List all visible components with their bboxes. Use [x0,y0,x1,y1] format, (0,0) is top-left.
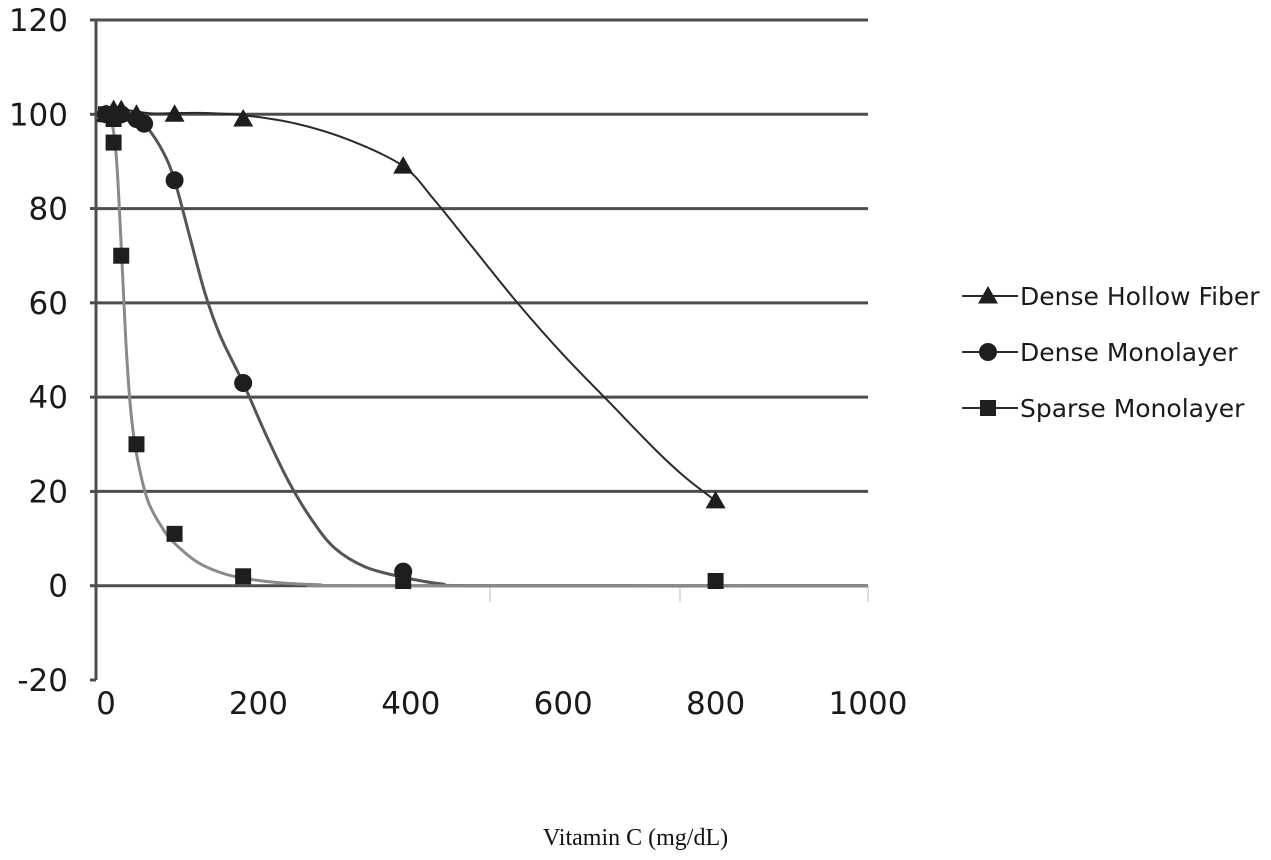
data-point [165,171,184,190]
data-point [105,111,122,127]
y-tick-label: -20 [17,663,68,699]
data-point [166,525,183,542]
series-line [105,108,717,502]
legend-label: Dense Monolayer [1020,338,1238,367]
y-tick-label: 100 [9,97,68,133]
legend-marker [979,343,997,361]
data-point [135,114,154,133]
series-line [105,112,869,588]
grid [96,18,868,588]
x-tick-label: 1000 [829,686,908,722]
data-point [395,573,412,589]
data-point [164,104,185,122]
x-tick-label: 800 [686,686,745,722]
data-point [113,247,130,264]
y-tick-label: 60 [29,286,68,322]
legend: Dense Hollow Fiber Dense Monolayer Sparse … [962,282,1260,423]
y-tick-label: 120 [9,3,68,39]
legend-marker [978,286,998,304]
series-sparse-monolayer [98,106,869,589]
data-point [707,573,724,589]
x-tick-label: 400 [381,686,440,722]
data-point [393,156,414,174]
y-tick-label: 40 [29,380,68,416]
x-tick-label: 0 [96,686,116,722]
x-tick-label: 600 [534,686,593,722]
legend-label: Sparse Monolayer [1020,394,1245,423]
data-point [235,568,252,585]
series-line [104,113,869,588]
legend-label: Dense Hollow Fiber [1020,282,1260,311]
series-layer [96,99,869,589]
data-point [128,436,145,453]
y-tick-label: 0 [48,569,68,605]
x-axis-label: Vitamin C (mg/dL) [542,825,729,851]
series-dense-monolayer [97,105,869,588]
axes [90,18,869,682]
x-tick-label: 200 [229,686,288,722]
data-point [233,109,254,127]
legend-marker [980,400,996,416]
data-point [234,374,253,392]
data-point [705,490,726,509]
y-tick-label: 20 [29,474,68,510]
y-tick-label: 80 [29,192,68,228]
data-point [105,134,122,151]
